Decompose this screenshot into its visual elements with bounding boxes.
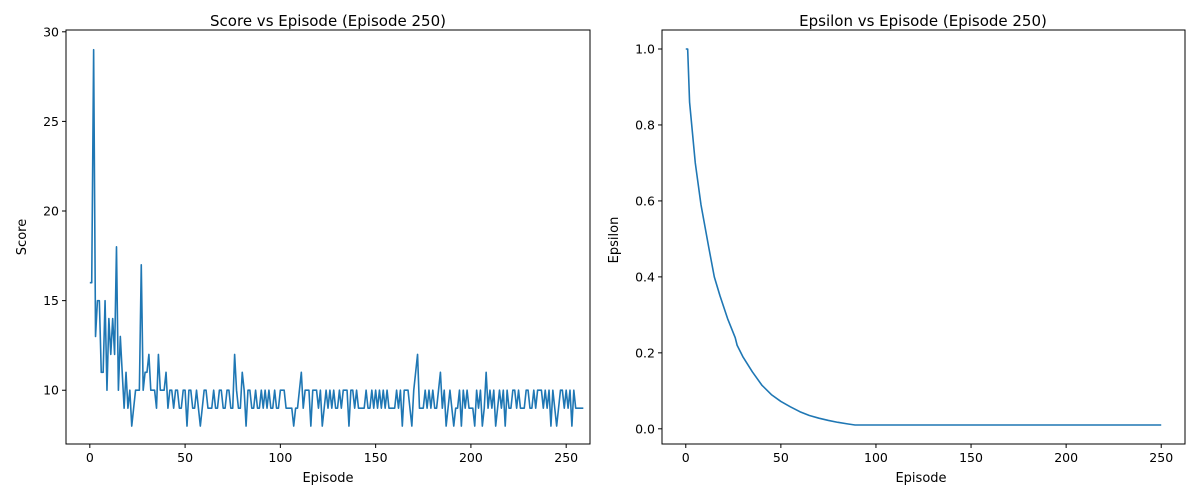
epsilon-y-tick-label: 0.4 — [635, 269, 655, 284]
score-y-tick-label: 15 — [43, 293, 59, 308]
epsilon-x-tick-label: 100 — [864, 450, 888, 465]
score-chart-title: Score vs Episode (Episode 250) — [210, 12, 446, 30]
score-x-tick-label: 250 — [554, 450, 578, 465]
score-x-tick-label: 0 — [86, 450, 94, 465]
score-x-tick-label: 150 — [364, 450, 388, 465]
score-plot-area — [65, 29, 591, 445]
score-y-tick-label: 25 — [43, 114, 59, 129]
epsilon-series-line — [685, 48, 1162, 426]
epsilon-chart-title: Epsilon vs Episode (Episode 250) — [799, 12, 1047, 30]
epsilon-x-tick-label: 50 — [773, 450, 789, 465]
score-x-tick-label: 100 — [268, 450, 292, 465]
score-series-group — [89, 48, 584, 427]
epsilon-y-ticks: 0.0 0.2 0.4 0.6 0.8 1.0 — [635, 41, 662, 436]
score-y-ticks: 10 15 20 25 30 — [43, 24, 66, 398]
score-y-tick-label: 10 — [43, 383, 59, 398]
score-y-tick-label: 20 — [43, 204, 59, 219]
score-y-tick-label: 30 — [43, 24, 59, 39]
epsilon-y-tick-label: 0.2 — [635, 345, 655, 360]
score-series-line — [89, 48, 584, 427]
score-y-axis-label: Score — [15, 219, 30, 255]
epsilon-plot-area — [661, 29, 1186, 445]
epsilon-y-tick-label: 0.8 — [635, 117, 655, 132]
score-x-axis-label: Episode — [302, 471, 353, 486]
score-chart: Score vs Episode (Episode 250) Episode S… — [15, 12, 591, 486]
score-x-tick-label: 50 — [177, 450, 193, 465]
epsilon-chart: Epsilon vs Episode (Episode 250) Episode… — [607, 12, 1186, 486]
epsilon-x-tick-label: 200 — [1054, 450, 1078, 465]
epsilon-y-axis-label: Epsilon — [607, 217, 622, 264]
epsilon-y-tick-label: 0.0 — [635, 421, 655, 436]
epsilon-x-axis-label: Episode — [895, 471, 946, 486]
epsilon-x-tick-label: 250 — [1149, 450, 1173, 465]
epsilon-series-group — [685, 48, 1162, 426]
score-x-ticks: 0 50 100 150 200 250 — [86, 444, 578, 465]
score-x-tick-label: 200 — [459, 450, 483, 465]
epsilon-x-tick-label: 150 — [959, 450, 983, 465]
epsilon-x-ticks: 0 50 100 150 200 250 — [682, 444, 1173, 465]
epsilon-y-tick-label: 0.6 — [635, 193, 655, 208]
epsilon-y-tick-label: 1.0 — [635, 41, 655, 56]
epsilon-x-tick-label: 0 — [682, 450, 690, 465]
